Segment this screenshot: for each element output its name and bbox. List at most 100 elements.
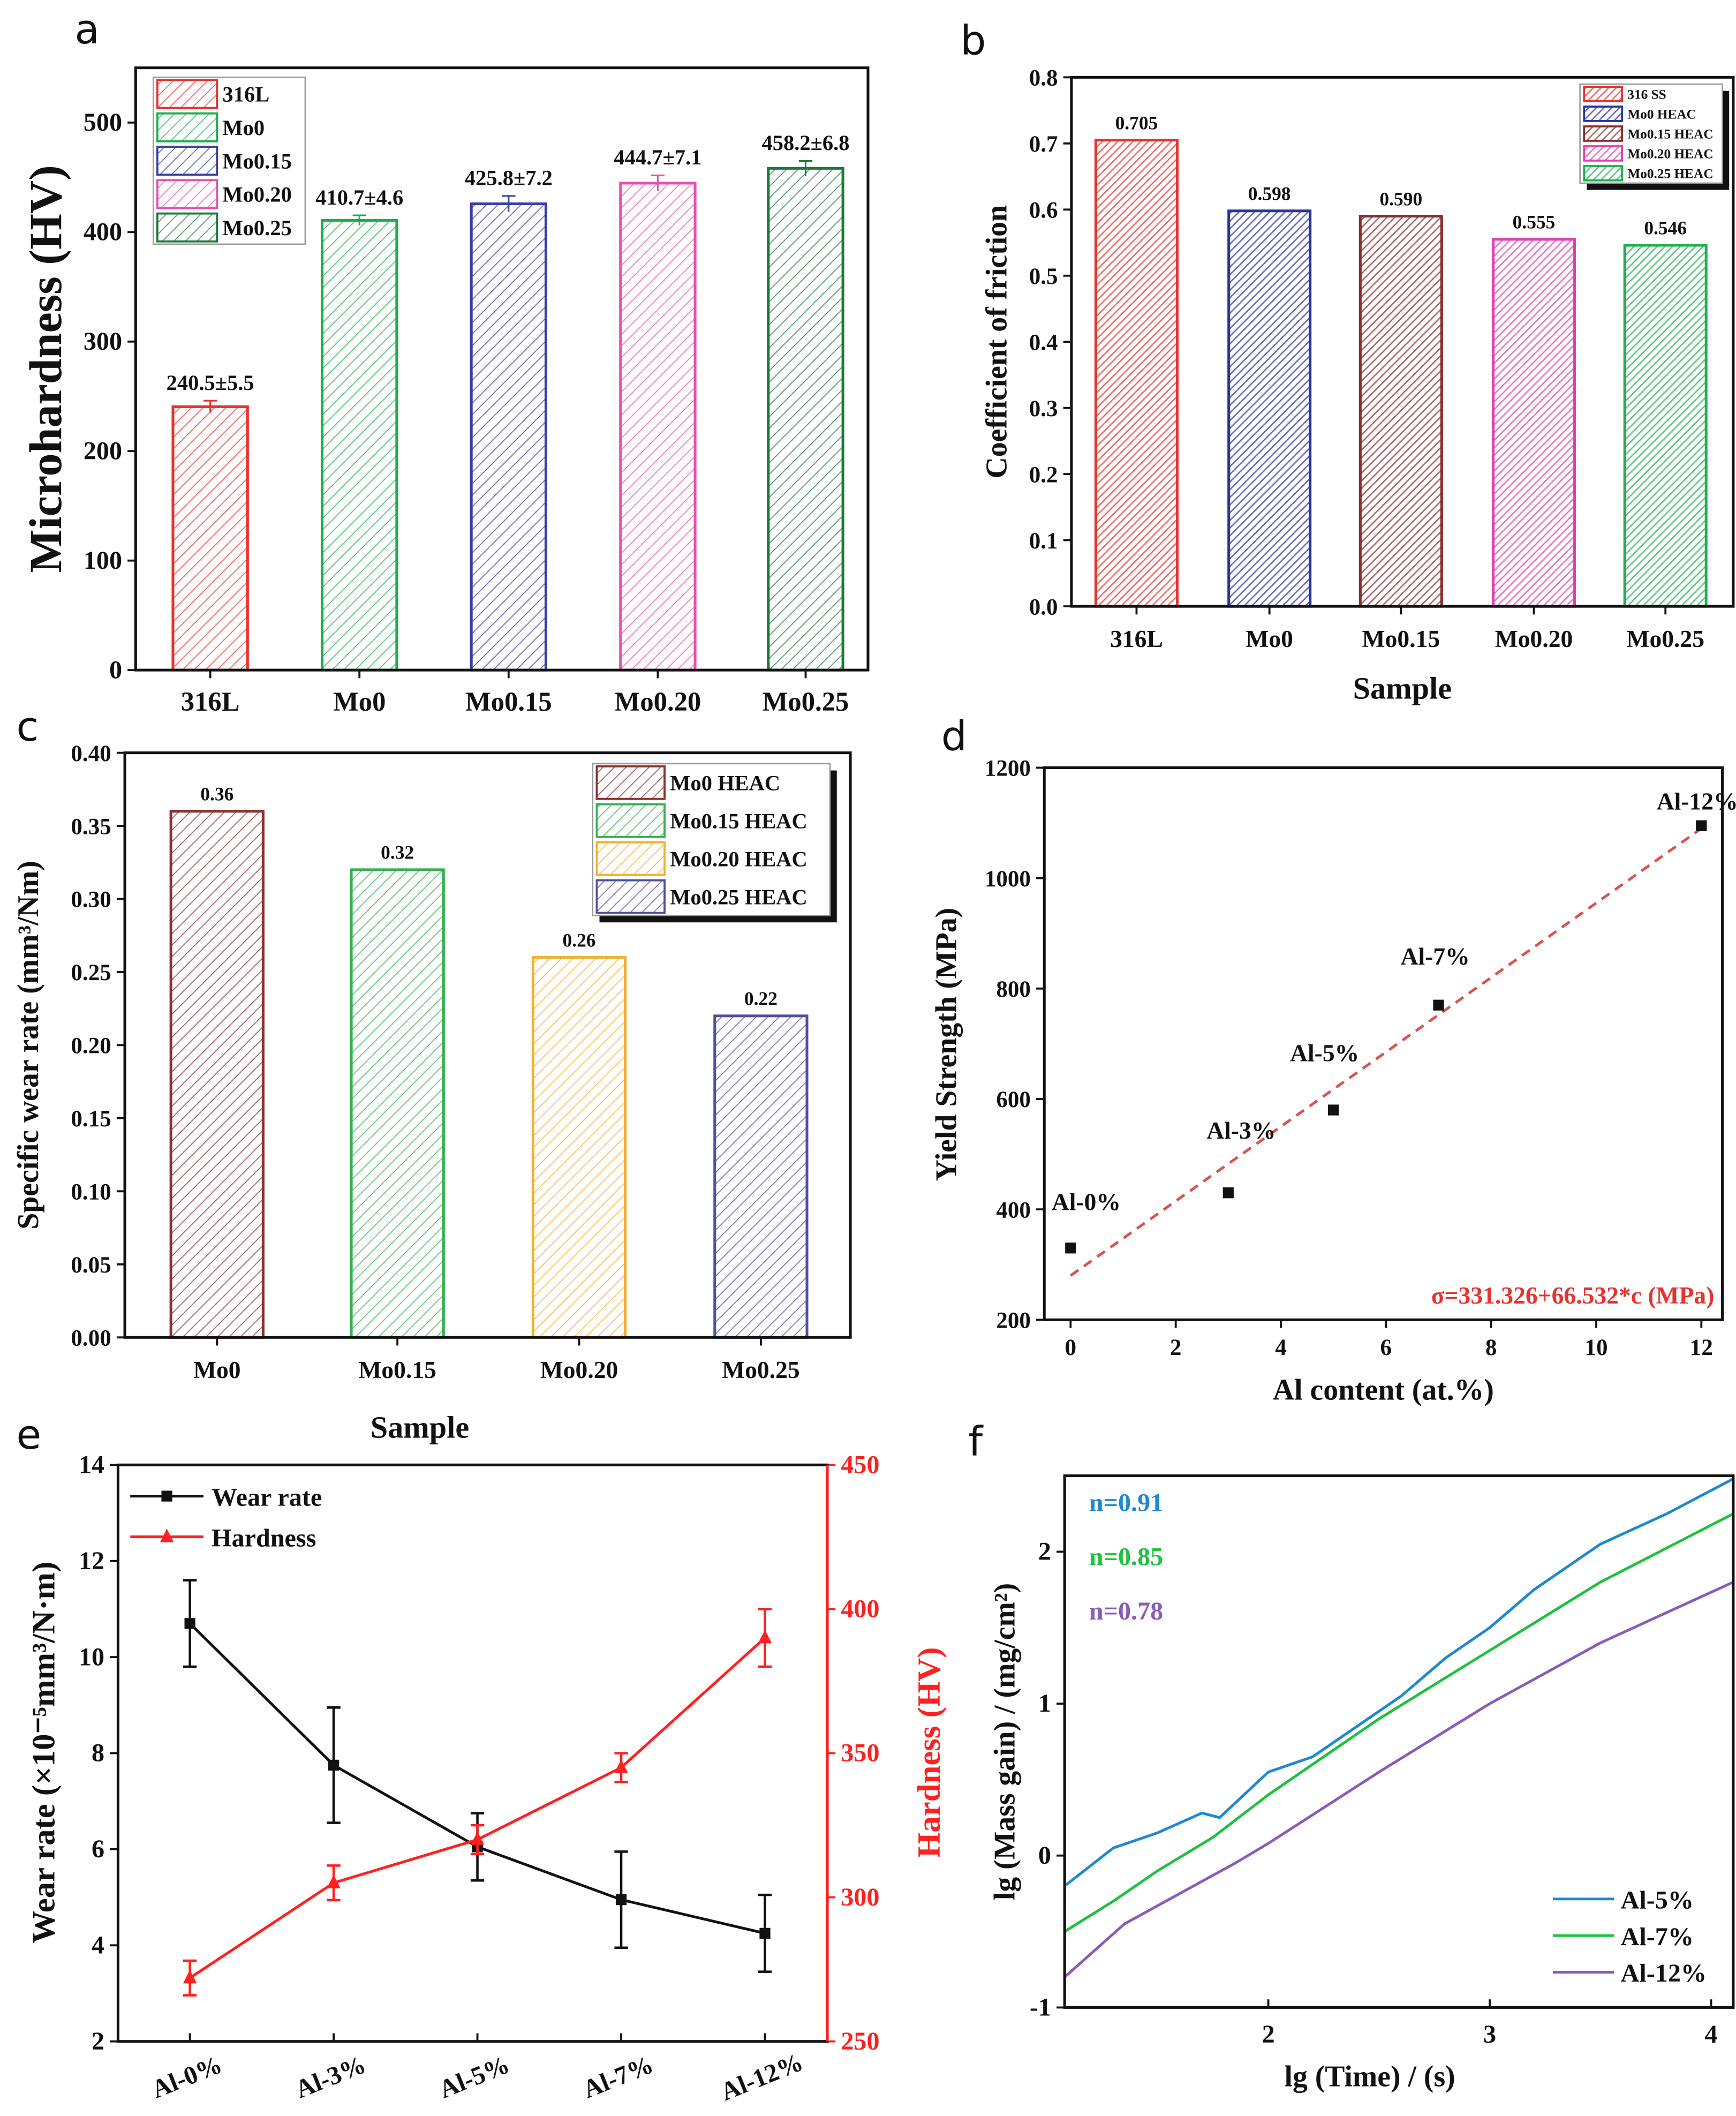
y-tick-label: 0.30 [71,887,111,913]
y-tick-label: 0.00 [71,1326,111,1351]
panel-letter-f: f [968,1418,984,1465]
y-tick-label: 0.10 [71,1180,111,1205]
chart-c: 0.00 0.05 0.10 0.15 0.20 0.25 0.30 0.35 0.40 0.36… [12,741,852,1445]
y-axis-label: lg (Mass gain) / (mg/cm²) [988,1583,1022,1900]
panel-letter-d: d [941,712,967,760]
bar-Mo0.15 [470,202,548,672]
y-tick-label: 2 [1038,1538,1051,1566]
y-tick-label: 0.15 [71,1106,111,1132]
chart-b: 0.0 0.1 0.2 0.3 0.4 0.5 0.6 0.7 0.8 0.705 316L 0.59… [980,66,1735,705]
chart-e: 2 4 6 8 10 12 14 250 300 350 400 450 Al-0% Al-3% Al-5%… [26,1451,947,2106]
exponent-annotation: n=0.91 [1089,1488,1163,1517]
y-tick-label: 400 [84,218,122,246]
y-tick-label: 1 [1038,1689,1051,1718]
x-tick-label: 4 [1704,2020,1717,2049]
y-tick-label: 250 [841,2027,879,2055]
x-tick-label: 0 [1065,1335,1077,1360]
x-axis-label: lg (Time) / (s) [1284,2060,1455,2093]
data-label: 0.22 [744,988,778,1010]
data-point [1696,820,1707,831]
x-tick-label: Mo0.25 [1626,625,1704,652]
y-tick-label: 0.35 [71,814,111,839]
data-label: 0.705 [1115,112,1158,133]
data-label: 425.8±7.2 [465,166,553,190]
fit-line [1069,827,1702,1277]
data-point [1328,1104,1339,1116]
legend-label: Mo0.25 HEAC [670,885,807,909]
x-tick-label: Mo0.15 [465,687,552,717]
x-tick-label: Mo0.15 [1362,625,1440,652]
x-tick-label: Al-5% [435,2050,514,2104]
data-label: 0.590 [1379,188,1422,209]
y-tick-label: 400 [841,1595,879,1623]
data-point [1222,1187,1234,1199]
legend-label: Mo0.15 HEAC [1627,126,1713,141]
legend-swatch [1583,86,1624,102]
y-tick-label: 0.05 [71,1253,111,1278]
y-tick-label: 0.2 [1029,462,1058,487]
y-tick-label: 1200 [985,756,1031,781]
y-tick-label: 0 [1038,1841,1051,1870]
point-label: Al-3% [1206,1117,1275,1144]
y-axis-label: Yield Strength (MPa) [930,908,963,1181]
point-label: Al-7% [1401,943,1470,970]
chart-f: -1 0 1 2 2 3 4 n=0.91 Al-5% n=0.85 Al-7% n=0.78 Al-1… [988,1474,1735,2093]
legend-label: Al-7% [1621,1923,1694,1951]
x-tick-label: Al-7% [579,2050,657,2104]
y-tick-label: 300 [841,1883,879,1911]
series-line-Al-5% [1063,1478,1734,1887]
x-tick-label: 2 [1262,2020,1275,2049]
x-tick-label: 3 [1483,2020,1496,2049]
y-tick-label: 0.3 [1029,396,1058,421]
data-label: 0.598 [1248,183,1291,205]
data-point [758,1630,772,1644]
y-tick-label: 800 [996,977,1031,1002]
y-tick-label: 10 [79,1643,104,1671]
point-label: Al-5% [1290,1039,1359,1066]
data-point [759,1927,771,1939]
legend-swatch [1583,165,1624,182]
data-point [183,1970,197,1984]
data-label: 0.36 [200,784,233,805]
legend-label: Mo0 HEAC [1627,107,1696,122]
data-label: 0.555 [1513,212,1556,233]
y-tick-label: 0.0 [1029,594,1058,620]
y-tick-label: 400 [996,1198,1031,1223]
x-tick-label: Mo0.15 [358,1356,436,1383]
y-tick-label: 200 [996,1308,1031,1334]
legend-swatch [595,841,666,876]
y-tick-label: 6 [92,1835,104,1863]
y-tick-label: 300 [84,327,122,356]
y-tick-label: 4 [92,1931,104,1959]
y-axis-label: Coefficient of friction [980,205,1013,478]
legend-marker [160,1528,174,1542]
legend-swatch [595,803,666,838]
x-tick-label: 4 [1275,1335,1287,1360]
y-tick-label: 0.7 [1029,132,1058,157]
legend-label: Al-5% [1621,1886,1694,1914]
y-tick-label: 1000 [985,867,1031,892]
y-tick-label: 450 [841,1451,879,1479]
bar-Mo0.20 [1492,238,1576,608]
legend-swatch [1583,145,1624,162]
y-tick-label: 0.8 [1029,66,1058,91]
y-tick-label: -1 [1030,1993,1051,2022]
x-tick-label: 316L [181,687,240,717]
x-tick-label: Mo0.20 [1495,625,1573,652]
legend-label: Mo0 HEAC [670,771,780,795]
x-tick-label: 12 [1690,1335,1713,1360]
x-axis-label: Al content (at.%) [1273,1374,1494,1407]
legend-label: Mo0.20 HEAC [670,847,807,871]
x-tick-label: Mo0.20 [540,1356,618,1383]
bar-Mo0.15 [1358,215,1443,608]
legend-label: Mo0.25 HEAC [1627,166,1713,181]
legend-swatch [1583,125,1624,142]
legend-swatch [156,146,218,176]
plot-frame [123,751,852,1339]
bar-Mo0.25 [1623,244,1708,608]
bar-Mo0.15 [350,868,445,1339]
x-axis-label: Sample [1353,671,1452,705]
legend-label: Al-12% [1621,1959,1707,1987]
legend-label: Mo0.25 [222,216,291,240]
bar-Mo0 [169,810,265,1339]
